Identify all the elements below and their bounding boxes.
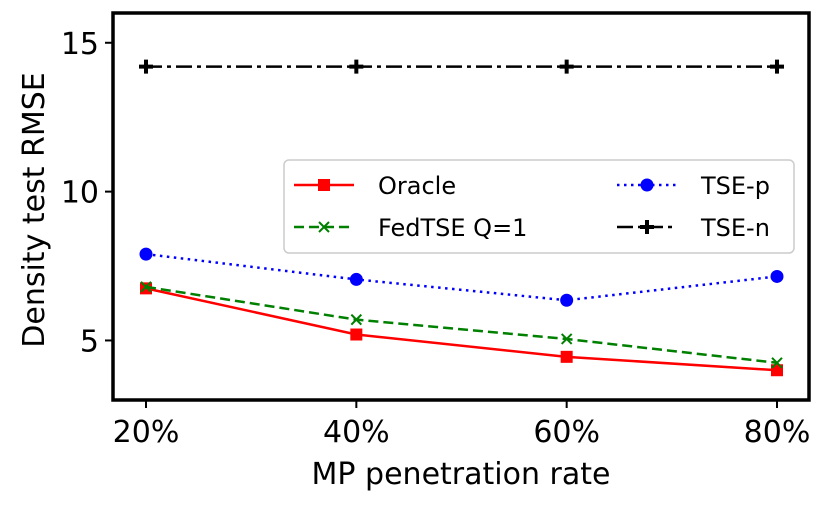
legend-label: TSE-p bbox=[700, 172, 770, 200]
legend-entry-tse-n: TSE-n bbox=[617, 214, 770, 242]
legend-marker bbox=[640, 220, 654, 234]
plot-frame bbox=[111, 11, 811, 402]
data-point-tse-n bbox=[559, 59, 574, 74]
legend-label: FedTSE Q=1 bbox=[378, 214, 527, 242]
x-tick-label: 60% bbox=[533, 415, 600, 450]
data-point-tse-p-shape bbox=[770, 269, 784, 283]
legend-marker-shape bbox=[640, 220, 654, 234]
legend-marker-shape bbox=[318, 179, 330, 191]
legend-marker bbox=[318, 221, 330, 233]
data-point-fedtse-q-1 bbox=[560, 333, 573, 345]
data-point-oracle-shape bbox=[350, 328, 363, 341]
legend-entry-tse-p: TSE-p bbox=[617, 172, 770, 200]
data-point-tse-n bbox=[349, 59, 364, 74]
x-axis-label: MP penetration rate bbox=[312, 457, 611, 492]
y-tick-label: 5 bbox=[80, 324, 99, 359]
y-tick-label: 15 bbox=[61, 27, 99, 62]
data-point-oracle-shape bbox=[771, 364, 783, 377]
data-point-oracle bbox=[560, 350, 573, 363]
series-line-fedtse-q-1 bbox=[145, 285, 778, 365]
data-point-oracle bbox=[350, 328, 363, 341]
data-point-tse-p bbox=[139, 247, 153, 261]
data-point-tse-p-shape bbox=[349, 272, 363, 286]
data-point-fedtse-q-1-shape bbox=[350, 313, 363, 326]
y-axis-label: Density test RMSE bbox=[17, 72, 52, 347]
data-point-fedtse-q-1 bbox=[350, 313, 363, 326]
legend-marker-shape bbox=[318, 221, 330, 233]
data-point-fedtse-q-1 bbox=[140, 281, 152, 293]
y-tick-label: 10 bbox=[61, 176, 99, 211]
data-point-tse-n bbox=[770, 59, 784, 74]
legend-entry-oracle: Oracle bbox=[294, 172, 456, 200]
legend-marker bbox=[640, 178, 654, 192]
data-point-tse-p-shape bbox=[560, 293, 574, 307]
data-point-tse-n-shape bbox=[139, 59, 153, 74]
data-point-tse-p bbox=[560, 293, 574, 307]
data-point-oracle bbox=[771, 364, 783, 377]
data-point-tse-n-shape bbox=[349, 59, 364, 74]
data-point-fedtse-q-1 bbox=[771, 357, 783, 369]
legend-label: TSE-n bbox=[700, 214, 770, 242]
series-line-oracle bbox=[145, 287, 778, 372]
data-point-fedtse-q-1-shape bbox=[140, 281, 152, 293]
data-point-oracle-shape bbox=[560, 350, 573, 363]
data-point-tse-n-shape bbox=[559, 59, 574, 74]
data-point-oracle-shape bbox=[140, 282, 152, 295]
data-point-tse-p bbox=[770, 269, 784, 283]
data-point-tse-n bbox=[139, 59, 153, 74]
data-point-tse-p bbox=[349, 272, 363, 286]
data-point-tse-p-shape bbox=[139, 247, 153, 261]
data-point-fedtse-q-1-shape bbox=[560, 333, 573, 345]
data-point-tse-n-shape bbox=[770, 59, 784, 74]
x-tick-label: 40% bbox=[323, 415, 390, 450]
data-point-fedtse-q-1-shape bbox=[771, 357, 783, 369]
legend-box bbox=[283, 159, 795, 254]
x-tick-label: 80% bbox=[744, 415, 811, 450]
x-tick-label: 20% bbox=[113, 415, 180, 450]
legend-marker bbox=[318, 179, 330, 191]
data-point-oracle bbox=[140, 282, 152, 295]
legend-marker-shape bbox=[640, 178, 654, 192]
series-line-tse-p bbox=[145, 252, 778, 302]
legend-label: Oracle bbox=[378, 172, 456, 200]
legend-entry-fedtse-q-1: FedTSE Q=1 bbox=[294, 214, 527, 242]
